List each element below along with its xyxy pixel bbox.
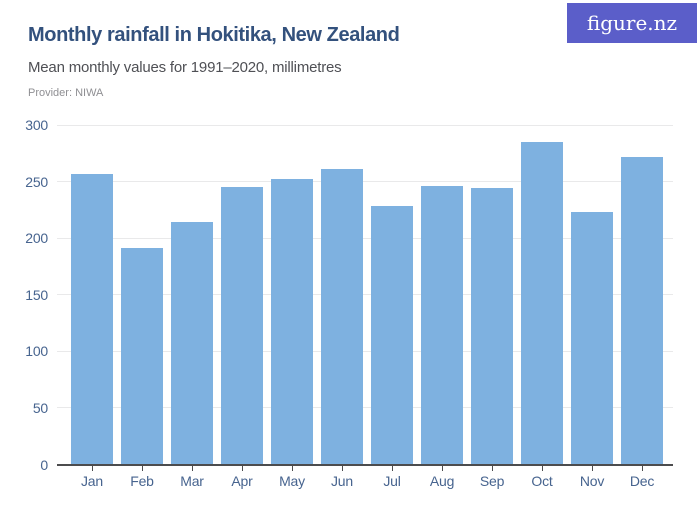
- bar-nov[interactable]: [571, 212, 613, 465]
- x-axis-tick: [441, 465, 443, 471]
- gridline-50: [57, 407, 673, 409]
- chart-subtitle: Mean monthly values for 1991–2020, milli…: [28, 59, 342, 76]
- bar-aug[interactable]: [421, 186, 463, 465]
- x-axis-tick: [541, 465, 543, 471]
- bar-jun[interactable]: [321, 169, 363, 465]
- chart-provider: Provider: NIWA: [28, 87, 104, 99]
- x-axis-tick: [341, 465, 343, 471]
- gridline-250: [57, 181, 673, 183]
- bar-oct[interactable]: [521, 141, 563, 465]
- x-axis-tick: [241, 465, 243, 471]
- x-axis-tick-label: Mar: [180, 472, 204, 489]
- y-axis-tick-label: 200: [25, 230, 48, 247]
- x-axis-tick-label: Apr: [231, 472, 253, 489]
- x-axis-tick: [141, 465, 143, 471]
- x-axis-tick-label: Oct: [531, 472, 553, 489]
- x-axis-tick-label: May: [279, 472, 305, 489]
- gridline-300: [57, 124, 673, 126]
- figure-nz-logo-text: figure.nz: [586, 11, 678, 35]
- bar-apr[interactable]: [221, 187, 263, 465]
- bar-feb[interactable]: [121, 248, 163, 465]
- x-axis-tick: [291, 465, 293, 471]
- chart-title: Monthly rainfall in Hokitika, New Zealan…: [28, 24, 400, 46]
- gridline-200: [57, 237, 673, 239]
- x-axis-tick-label: Dec: [629, 472, 655, 489]
- bar-mar[interactable]: [171, 222, 213, 465]
- bar-jul[interactable]: [371, 206, 413, 465]
- bar-may[interactable]: [271, 179, 313, 465]
- y-axis-tick-label: 300: [25, 117, 48, 133]
- x-axis-tick: [391, 465, 393, 471]
- gridline-100: [57, 350, 673, 352]
- gridline-150: [57, 294, 673, 296]
- x-axis-tick-label: Jul: [383, 472, 401, 489]
- bar-jan[interactable]: [71, 173, 113, 465]
- x-axis-tick-label: Jan: [81, 472, 103, 489]
- figure-nz-logo[interactable]: figure.nz: [567, 3, 697, 43]
- x-axis-line: [57, 463, 673, 466]
- x-axis-tick: [591, 465, 593, 471]
- x-axis-tick-label: Feb: [130, 472, 154, 489]
- x-axis-tick-label: Jun: [331, 472, 353, 489]
- x-axis-tick-label: Aug: [429, 472, 455, 489]
- y-axis-tick-label: 50: [32, 399, 48, 416]
- bar-sep[interactable]: [471, 188, 513, 465]
- x-axis-tick-label: Sep: [479, 472, 505, 489]
- y-axis-tick-label: 250: [25, 173, 48, 190]
- x-axis-tick-label: Nov: [579, 472, 605, 489]
- bar-dec[interactable]: [621, 156, 663, 465]
- y-axis-tick-label: 0: [40, 456, 48, 473]
- x-axis-tick: [641, 465, 643, 471]
- x-axis-tick: [191, 465, 193, 471]
- y-axis-tick-label: 150: [25, 286, 48, 303]
- y-axis-tick-label: 100: [25, 343, 48, 360]
- x-axis-tick: [491, 465, 493, 471]
- x-axis-tick: [91, 465, 93, 471]
